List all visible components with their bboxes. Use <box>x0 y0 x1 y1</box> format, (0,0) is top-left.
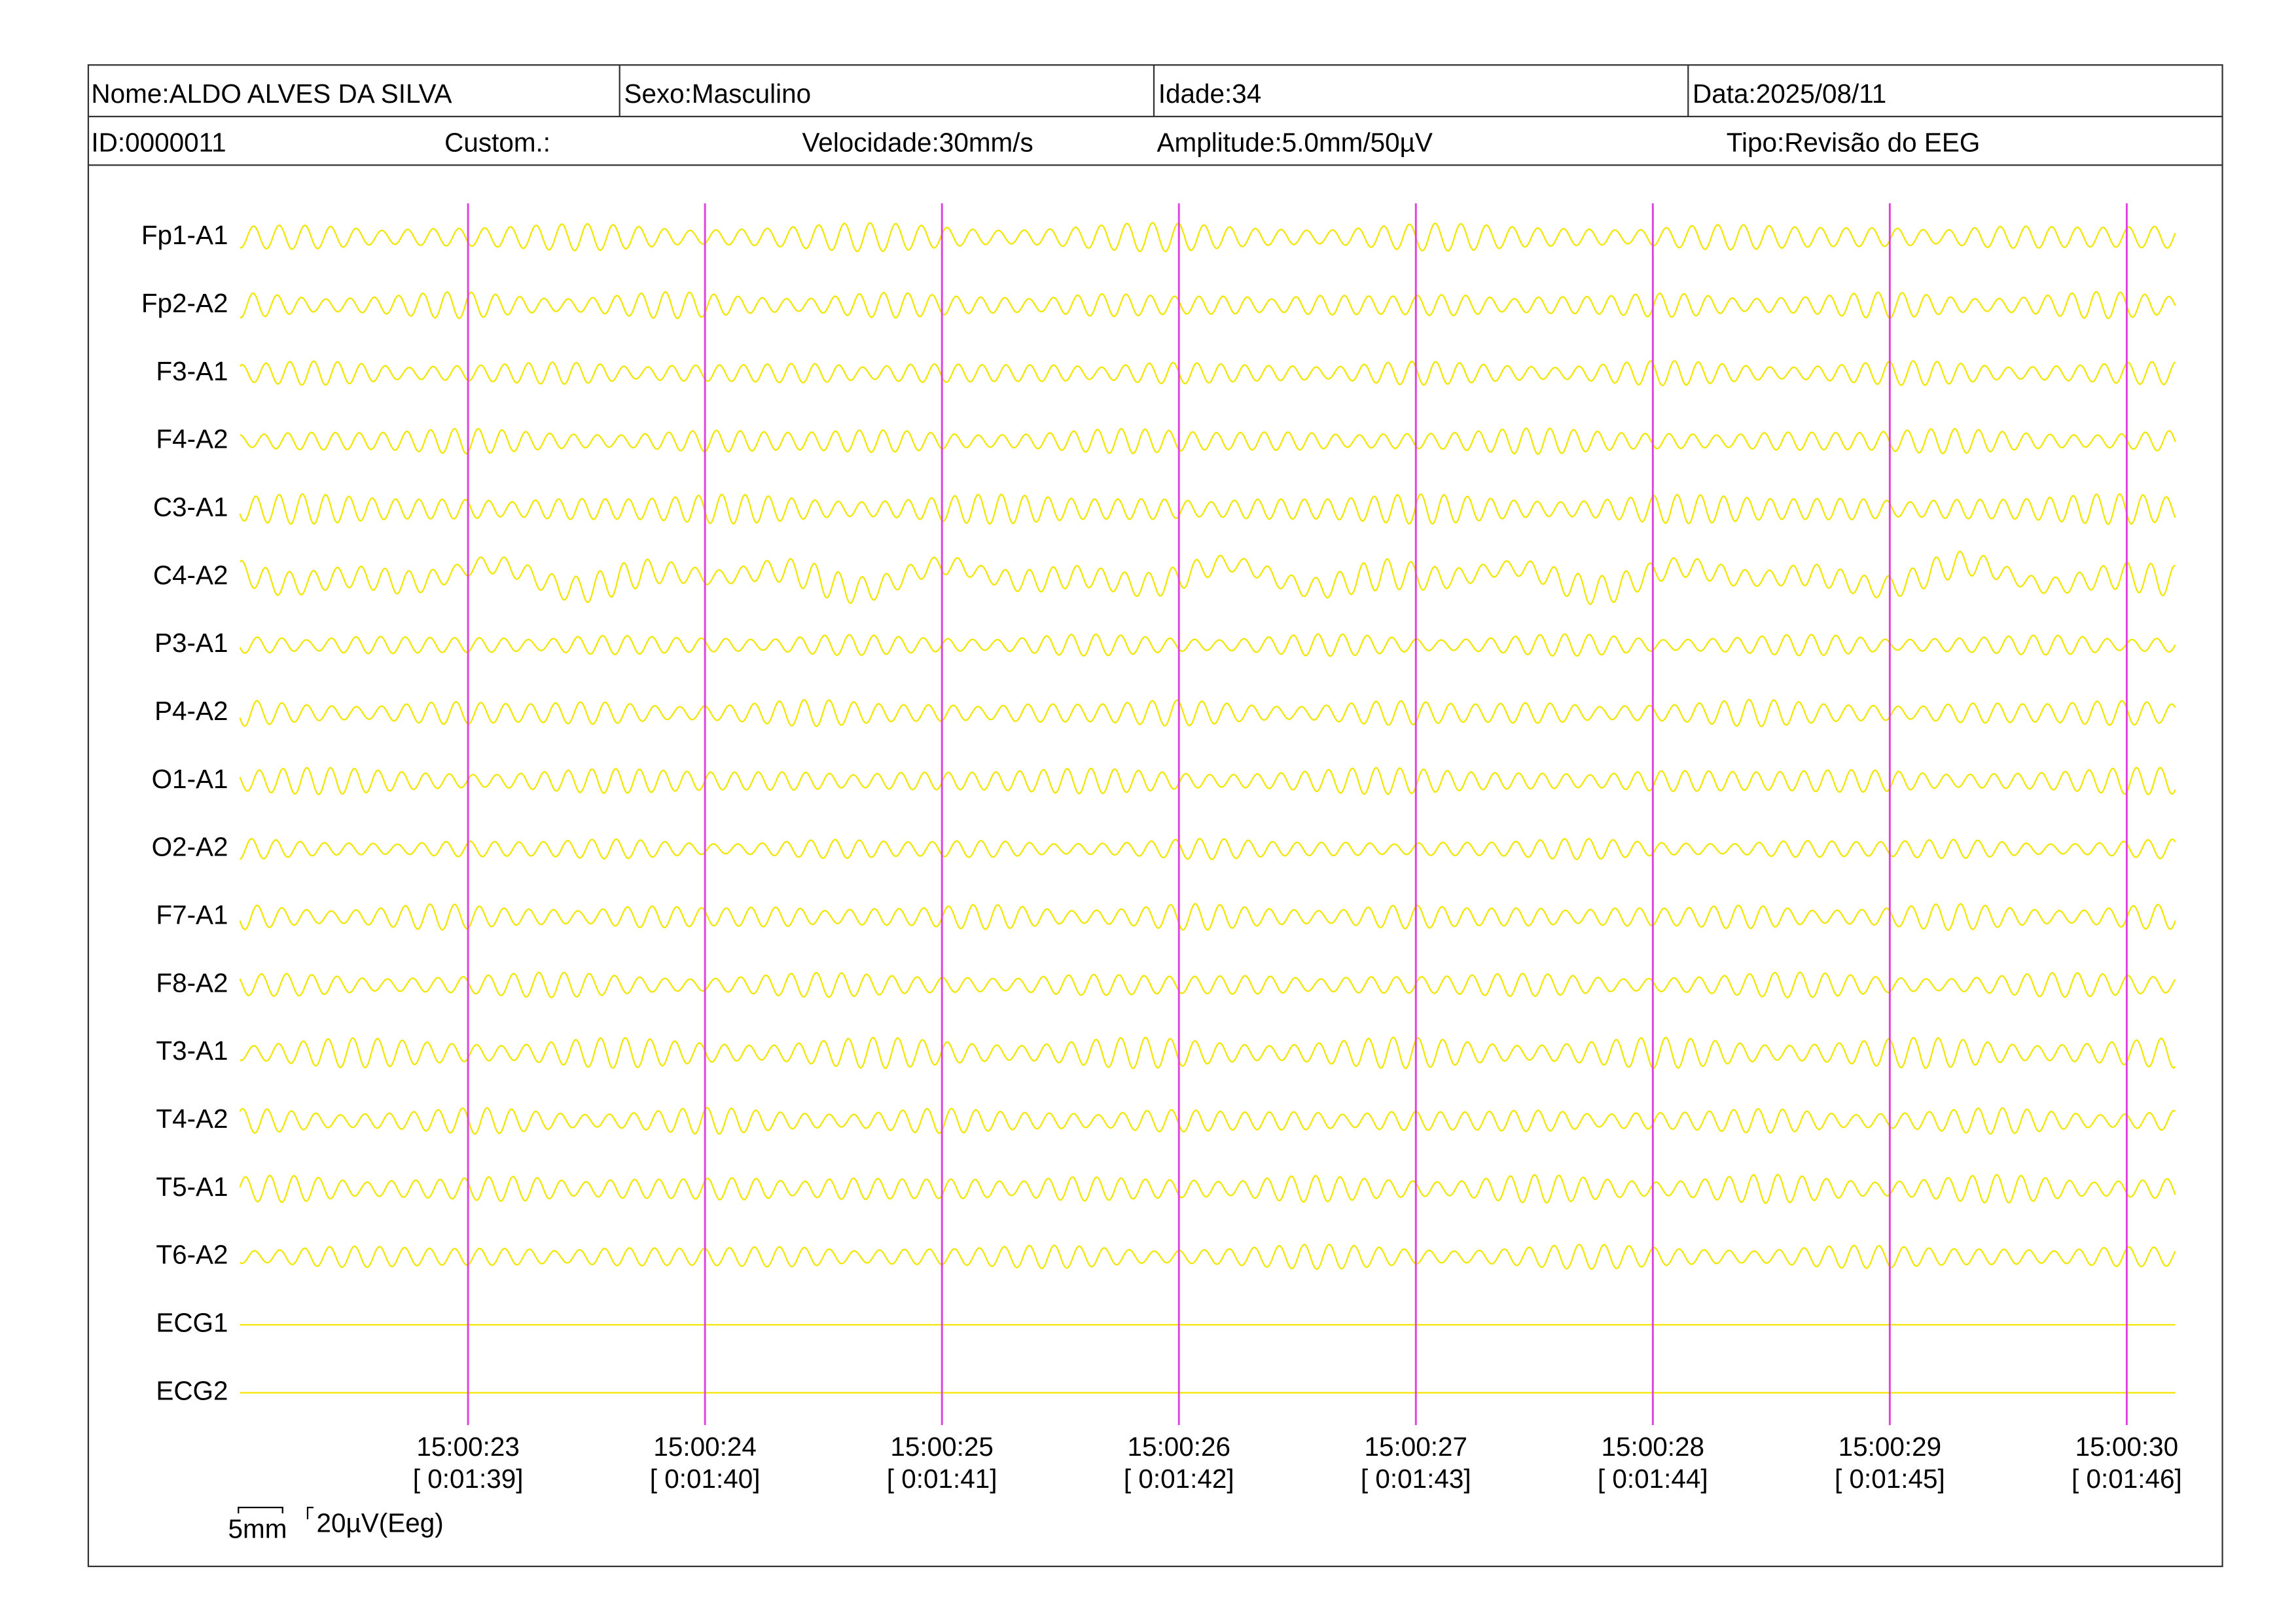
time-scale-label: 5mm <box>228 1514 287 1544</box>
elapsed-label: [ 0:01:41] <box>887 1464 997 1494</box>
elapsed-label: [ 0:01:40] <box>650 1464 761 1494</box>
eeg-trace <box>239 1107 2176 1135</box>
report-frame <box>87 64 2223 1568</box>
eeg-trace <box>239 359 2176 387</box>
header-field: Sexo:Masculino <box>624 79 811 109</box>
header-field: ID:0000011 <box>91 127 226 157</box>
header-field: Amplitude:5.0mm/50µV <box>1157 127 1432 157</box>
elapsed-label: [ 0:01:42] <box>1124 1464 1234 1494</box>
eeg-trace <box>239 1174 2176 1204</box>
channel-label: T4-A2 <box>156 1104 228 1134</box>
amplitude-scale-label: 20µV(Eeg) <box>316 1508 443 1538</box>
elapsed-label: [ 0:01:45] <box>1835 1464 1945 1494</box>
channel-label: C4-A2 <box>153 560 228 590</box>
eeg-trace <box>239 550 2176 605</box>
channel-label: T3-A1 <box>156 1036 228 1066</box>
eeg-trace <box>240 427 2176 456</box>
eeg-trace <box>239 767 2176 796</box>
elapsed-label: [ 0:01:43] <box>1361 1464 1471 1494</box>
eeg-trace <box>239 837 2176 861</box>
eeg-trace <box>239 698 2176 728</box>
channel-label: F4-A2 <box>156 424 228 454</box>
time-label: 15:00:30 <box>2075 1432 2179 1462</box>
channel-label: F8-A2 <box>156 967 228 998</box>
time-label: 15:00:29 <box>1839 1432 1942 1462</box>
elapsed-label: [ 0:01:44] <box>1598 1464 1708 1494</box>
time-label: 15:00:24 <box>653 1432 757 1462</box>
channel-label: Fp2-A2 <box>141 288 228 318</box>
time-label: 15:00:26 <box>1127 1432 1230 1462</box>
time-scale-bar <box>238 1506 283 1514</box>
channel-label: Fp1-A1 <box>141 220 228 250</box>
time-label: 15:00:25 <box>890 1432 994 1462</box>
header-field: Data:2025/08/11 <box>1693 79 1886 109</box>
channel-label: T6-A2 <box>156 1240 228 1270</box>
header-field: Tipo:Revisão do EEG <box>1727 127 1981 157</box>
header-field: Idade:34 <box>1158 79 1262 109</box>
eeg-trace <box>240 221 2176 253</box>
header-field: Custom.: <box>444 127 550 157</box>
time-label: 15:00:28 <box>1602 1432 1705 1462</box>
eeg-trace <box>239 903 2176 931</box>
channel-label: P4-A2 <box>154 696 228 726</box>
eeg-trace <box>240 1036 2176 1070</box>
header-field: Nome:ALDO ALVES DA SILVA <box>91 79 452 109</box>
eeg-trace <box>239 493 2176 526</box>
amplitude-scale-bar <box>306 1506 314 1520</box>
channel-label: O2-A2 <box>152 832 228 862</box>
elapsed-label: [ 0:01:46] <box>2072 1464 2182 1494</box>
elapsed-label: [ 0:01:39] <box>413 1464 524 1494</box>
channel-label: F3-A1 <box>156 356 228 386</box>
channel-label: O1-A1 <box>152 764 228 794</box>
eeg-trace <box>240 291 2176 319</box>
traces <box>239 221 2176 1394</box>
channel-label: ECG2 <box>156 1375 228 1405</box>
eeg-trace <box>239 971 2176 999</box>
header-field: Velocidade:30mm/s <box>802 127 1033 157</box>
eeg-trace <box>239 1243 2176 1271</box>
channel-label: ECG1 <box>156 1308 228 1338</box>
channel-label: P3-A1 <box>154 628 228 658</box>
time-label: 15:00:27 <box>1365 1432 1468 1462</box>
time-label: 15:00:23 <box>416 1432 520 1462</box>
channel-label: C3-A1 <box>153 492 228 522</box>
channel-label: F7-A1 <box>156 900 228 930</box>
eeg-trace <box>239 633 2176 657</box>
channel-label: T5-A1 <box>156 1172 228 1202</box>
